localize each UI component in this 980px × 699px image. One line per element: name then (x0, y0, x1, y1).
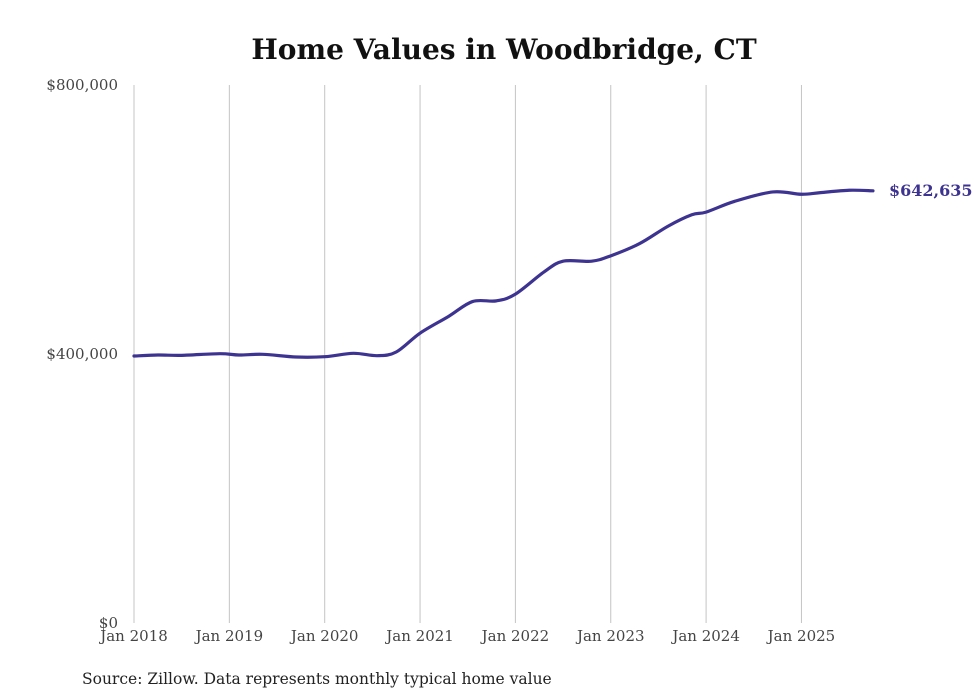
y-tick-label: $800,000 (46, 76, 118, 94)
end-value-label: $642,635 (889, 181, 973, 200)
x-tick-label: Jan 2022 (480, 627, 550, 645)
y-tick-label: $0 (99, 614, 118, 632)
x-tick-label: Jan 2021 (384, 627, 454, 645)
y-tick-label: $400,000 (46, 345, 118, 363)
y-axis: $800,000 $400,000 $0 (46, 76, 118, 632)
x-axis: Jan 2018 Jan 2019 Jan 2020 Jan 2021 Jan 2022… (98, 627, 835, 645)
series-line (132, 188, 875, 359)
x-tick-label: Jan 2018 (98, 627, 168, 645)
x-tick-label: Jan 2019 (194, 627, 264, 645)
x-tick-label: Jan 2025 (766, 627, 836, 645)
x-tick-label: Jan 2023 (575, 627, 645, 645)
x-tick-label: Jan 2024 (670, 627, 740, 645)
chart-title: Home Values in Woodbridge, CT (251, 33, 756, 66)
source-note: Source: Zillow. Data represents monthly … (82, 670, 552, 688)
gridlines (133, 85, 802, 623)
x-tick-label: Jan 2020 (289, 627, 359, 645)
